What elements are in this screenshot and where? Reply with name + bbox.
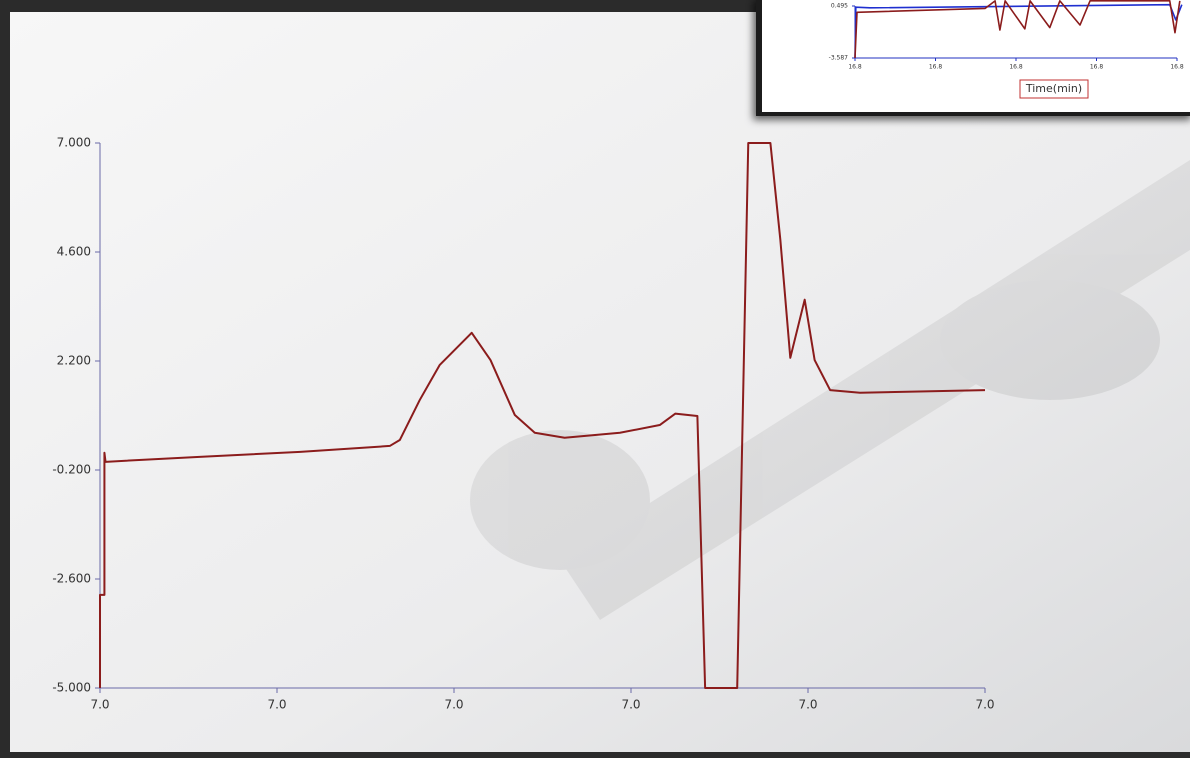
- y-tick-label: -3.587: [829, 55, 849, 62]
- x-tick-label: 7.0: [444, 698, 463, 712]
- inset-chart: 0.495 -3.587 16.8 16.8 16.8 16.8 16.8 Time(min): [829, 0, 1184, 99]
- x-tick-label: 16.8: [929, 64, 943, 71]
- y-tick-label: 2.200: [57, 354, 91, 368]
- trace-line: [854, 0, 1181, 59]
- x-tick-label: 7.0: [975, 698, 994, 712]
- y-tick-label: 4.600: [57, 245, 91, 259]
- x-tick-label: 16.8: [1009, 64, 1023, 71]
- y-tick-label: -0.200: [52, 463, 91, 477]
- x-tick-label: 7.0: [798, 698, 817, 712]
- trace-line: [99, 142, 986, 689]
- x-label-box: [1019, 79, 1089, 99]
- x-tick-label: 7.0: [267, 698, 286, 712]
- x-tick-label: 16.8: [1170, 64, 1184, 71]
- plot-panel: [10, 12, 1190, 752]
- x-tick-label: 7.0: [621, 698, 640, 712]
- y-tick-label: 0.495: [831, 3, 848, 10]
- x-axis-label: Time(min): [1025, 82, 1082, 95]
- x-tick-label: 7.0: [90, 698, 109, 712]
- y-tick-label: -2.600: [52, 572, 91, 586]
- background-art: [470, 160, 1190, 620]
- x-tick-label: 16.8: [848, 64, 862, 71]
- main-chart: 7.000 4.600 2.200 -0.200 -2.600 -5.000 7.0 7.0 7…: [52, 136, 994, 712]
- x-tick-label: 16.8: [1090, 64, 1104, 71]
- y-tick-label: -5.000: [52, 681, 91, 695]
- y-tick-label: 7.000: [57, 136, 91, 150]
